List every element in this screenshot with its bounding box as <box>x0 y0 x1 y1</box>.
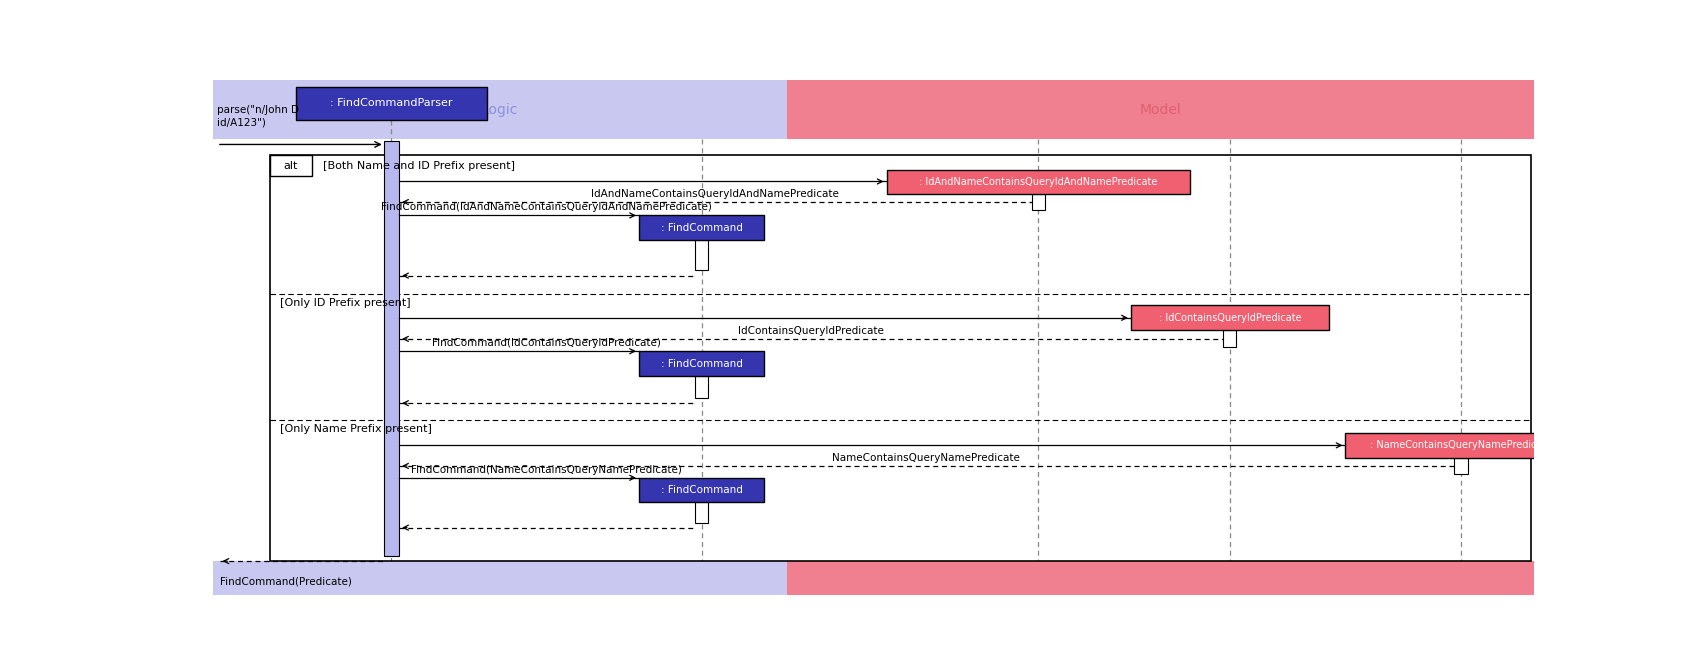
Text: [Only Name Prefix present]: [Only Name Prefix present] <box>281 424 433 434</box>
Text: Logic: Logic <box>482 103 518 117</box>
Bar <box>269 155 1530 561</box>
Text: Model: Model <box>1140 103 1181 117</box>
Text: : FindCommandParser: : FindCommandParser <box>331 98 453 108</box>
Text: FindCommand(Predicate): FindCommand(Predicate) <box>220 576 351 587</box>
Text: FindCommand(NameContainsQueryNamePredicate): FindCommand(NameContainsQueryNamePredica… <box>411 464 682 474</box>
Text: : FindCommand: : FindCommand <box>661 485 743 495</box>
Text: parse("n/John D
id/A123"): parse("n/John D id/A123") <box>216 105 298 128</box>
Bar <box>1455 458 1467 474</box>
Bar <box>639 351 765 376</box>
Text: : FindCommand: : FindCommand <box>661 223 743 232</box>
Text: alt: alt <box>285 160 298 170</box>
Bar <box>787 80 1534 140</box>
Bar <box>1031 194 1045 210</box>
Text: : NameContainsQueryNamePredicate: : NameContainsQueryNamePredicate <box>1370 440 1552 450</box>
Bar <box>639 478 765 502</box>
Bar <box>383 141 399 556</box>
Text: : IdAndNameContainsQueryIdAndNamePredicate: : IdAndNameContainsQueryIdAndNamePredica… <box>918 177 1157 187</box>
Bar <box>213 80 787 140</box>
Bar <box>695 240 709 271</box>
Bar <box>1131 305 1329 330</box>
Text: [Only ID Prefix present]: [Only ID Prefix present] <box>281 298 411 308</box>
Text: : IdContainsQueryIdPredicate: : IdContainsQueryIdPredicate <box>1159 313 1302 323</box>
Text: : FindCommand: : FindCommand <box>661 359 743 369</box>
Text: FindCommand(IdContainsQueryIdPredicate): FindCommand(IdContainsQueryIdPredicate) <box>433 338 661 348</box>
Bar <box>886 170 1191 194</box>
Bar <box>695 376 709 398</box>
Text: FindCommand(IdAndNameContainsQueryIdAndNamePredicate): FindCommand(IdAndNameContainsQueryIdAndN… <box>382 202 712 212</box>
Text: [Both Name and ID Prefix present]: [Both Name and ID Prefix present] <box>322 160 515 170</box>
Bar <box>695 502 709 522</box>
Bar <box>213 561 787 595</box>
Text: IdAndNameContainsQueryIdAndNamePredicate: IdAndNameContainsQueryIdAndNamePredicate <box>591 189 838 199</box>
Bar <box>269 155 312 176</box>
Bar <box>1346 433 1576 458</box>
Bar <box>787 561 1534 595</box>
Bar <box>295 87 487 120</box>
Bar <box>639 216 765 240</box>
Bar <box>1223 330 1237 347</box>
Text: NameContainsQueryNamePredicate: NameContainsQueryNamePredicate <box>832 453 1021 463</box>
Text: IdContainsQueryIdPredicate: IdContainsQueryIdPredicate <box>738 326 883 335</box>
